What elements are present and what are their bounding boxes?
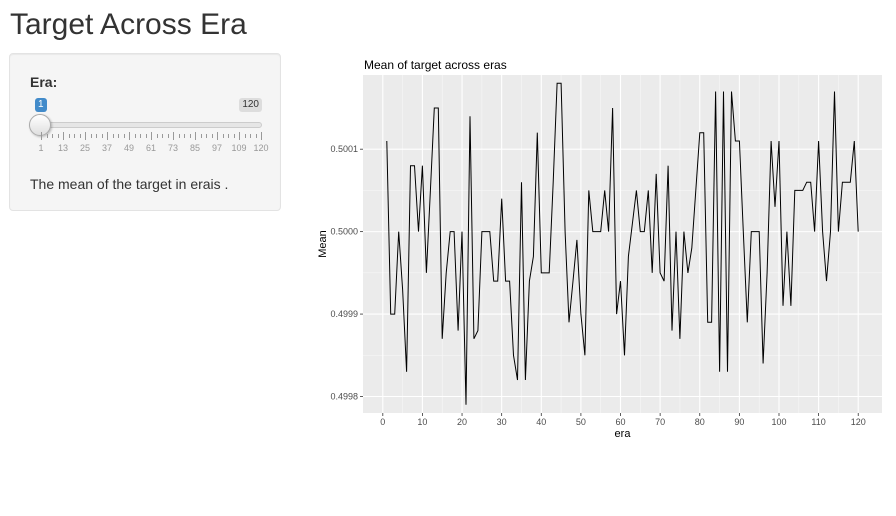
x-tick-label: 40: [536, 417, 546, 427]
slider-tick-label: 1: [38, 143, 44, 153]
slider-tick-label: 61: [145, 143, 157, 153]
sidebar-panel: Era: 1 120 1 13 25 37 49 61 73 85 97 109 120 The m…: [9, 53, 281, 211]
slider-minor-tick: [112, 134, 114, 138]
slider-minor-tick: [189, 134, 191, 138]
slider-minor-tick: [233, 134, 235, 138]
x-tick-label: 120: [851, 417, 866, 427]
target-mean-chart: 0 10 20 30 40 50 60 70 80 90 100 110 120 0.4998 0.4999…: [317, 58, 882, 440]
slider-tick-label: 120: [253, 143, 269, 153]
slider-minor-tick: [222, 134, 224, 138]
slider-minor-tick: [74, 134, 75, 138]
slider-major-tick: [239, 132, 240, 140]
y-tick-label: 0.4998: [330, 392, 358, 402]
slider-tick-label: 85: [189, 143, 201, 153]
slider-minor-tick: [101, 134, 103, 138]
page-title: Target Across Era: [10, 8, 247, 41]
y-tick-label: 0.5000: [330, 227, 358, 237]
x-tick-label: 20: [457, 417, 467, 427]
x-tick-label: 70: [655, 417, 665, 427]
slider-minor-tick: [134, 134, 136, 138]
y-tick-label: 0.4999: [330, 309, 358, 319]
slider-tick-label: 37: [101, 143, 113, 153]
era-slider-track[interactable]: [40, 122, 262, 128]
slider-minor-tick: [184, 134, 185, 138]
slider-tick-label: 49: [123, 143, 135, 153]
slider-minor-tick: [68, 134, 70, 138]
slider-minor-tick: [79, 134, 81, 138]
slider-minor-tick: [178, 134, 180, 138]
slider-value-badge: 1: [35, 98, 47, 112]
series-line: [386, 82, 859, 405]
slider-minor-tick: [228, 134, 229, 138]
x-tick-label: 50: [576, 417, 586, 427]
slider-minor-tick: [90, 134, 92, 138]
slider-major-tick: [195, 132, 196, 140]
x-tick-label: 90: [734, 417, 744, 427]
slider-minor-tick: [57, 134, 59, 138]
slider-tick-label: 13: [57, 143, 69, 153]
y-tick-label: 0.5001: [330, 144, 358, 154]
slider-major-tick: [41, 132, 42, 140]
slider-minor-tick: [200, 134, 202, 138]
slider-minor-tick: [52, 134, 53, 138]
slider-minor-tick: [255, 134, 257, 138]
slider-tick-label: 73: [167, 143, 179, 153]
slider-tick-label: 97: [211, 143, 223, 153]
x-tick-label: 110: [811, 417, 825, 427]
slider-grid: 1 13 25 37 49 61 73 85 97 109 120: [10, 132, 282, 158]
slider-major-tick: [217, 132, 218, 140]
slider-minor-tick: [156, 134, 158, 138]
slider-minor-tick: [118, 134, 119, 138]
slider-minor-tick: [211, 134, 213, 138]
slider-minor-tick: [140, 134, 141, 138]
y-axis-label: Mean: [317, 230, 329, 258]
x-tick-label: 100: [771, 417, 786, 427]
chart-title: Mean of target across eras: [364, 58, 507, 72]
slider-major-tick: [173, 132, 174, 140]
slider-major-tick: [261, 132, 262, 140]
x-tick-label: 0: [380, 417, 385, 427]
target-mean-output: The mean of the target in erais .: [30, 176, 229, 192]
slider-minor-tick: [167, 134, 169, 138]
slider-minor-tick: [244, 134, 246, 138]
slider-minor-tick: [96, 134, 97, 138]
era-slider-handle[interactable]: [29, 114, 51, 136]
slider-major-tick: [129, 132, 130, 140]
slider-minor-tick: [46, 134, 48, 138]
slider-major-tick: [63, 132, 64, 140]
x-axis-label: era: [615, 428, 632, 440]
slider-minor-tick: [145, 134, 147, 138]
x-tick-label: 60: [616, 417, 626, 427]
x-tick-label: 10: [417, 417, 427, 427]
slider-max-badge: 120: [239, 98, 262, 112]
slider-minor-tick: [123, 134, 125, 138]
slider-major-tick: [107, 132, 108, 140]
x-tick-label: 30: [497, 417, 507, 427]
slider-tick-label: 109: [231, 143, 247, 153]
era-slider-label: Era:: [30, 74, 58, 90]
slider-minor-tick: [162, 134, 163, 138]
slider-tick-label: 25: [79, 143, 91, 153]
slider-major-tick: [85, 132, 86, 140]
slider-major-tick: [151, 132, 152, 140]
slider-minor-tick: [206, 134, 207, 138]
x-tick-label: 80: [695, 417, 705, 427]
slider-minor-tick: [250, 134, 251, 138]
